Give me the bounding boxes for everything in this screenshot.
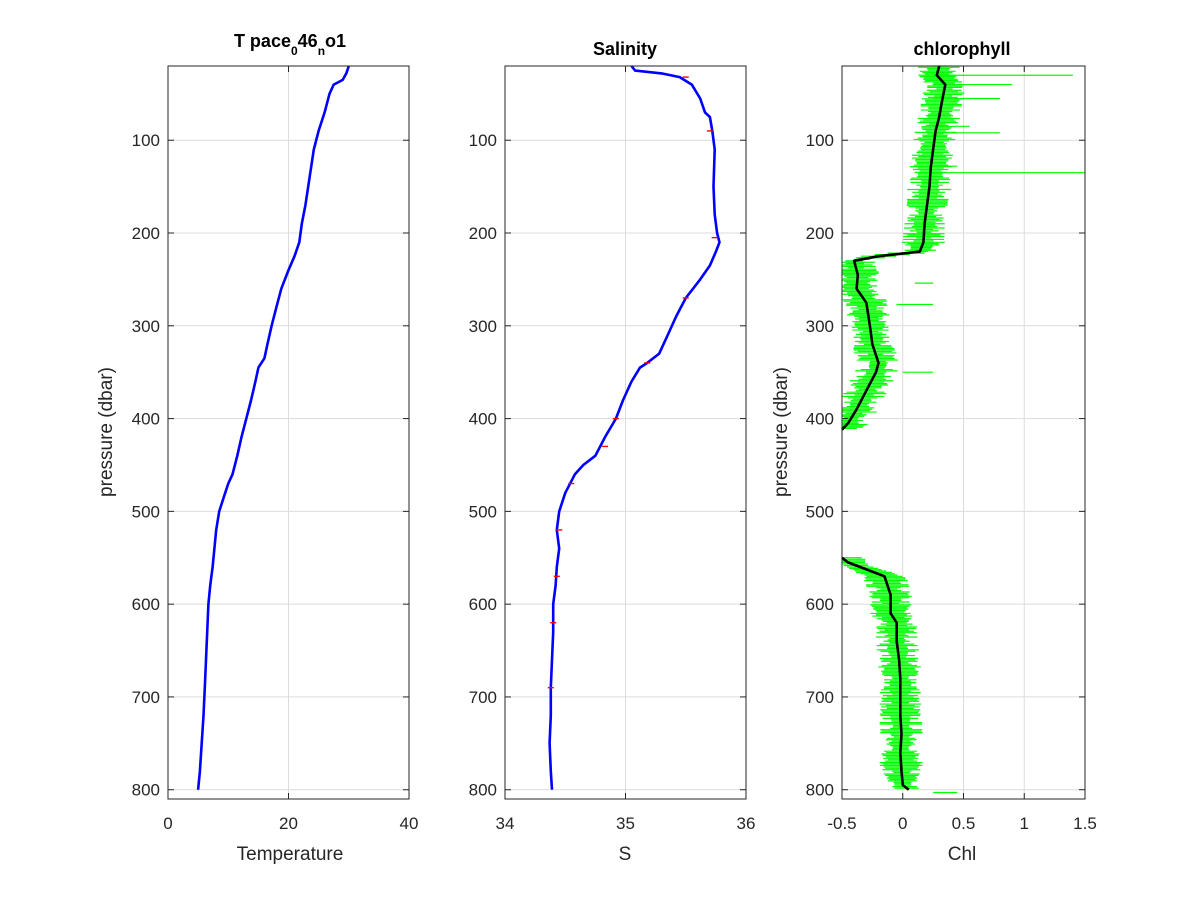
temperature-y-label: pressure (dbar) [96,367,117,497]
temperature-ytick-label: 500 [132,502,160,521]
chlorophyll-ytick-label: 100 [806,131,834,150]
temperature-ytick-label: 200 [132,224,160,243]
salinity-ytick-label: 800 [469,781,497,800]
salinity-ytick-label: 600 [469,595,497,614]
chlorophyll-ytick-label: 800 [806,781,834,800]
chlorophyll-panel-title: chlorophyll [913,39,1010,59]
chlorophyll-panel: chlorophyll Chl pressure (dbar) -0.5 0 0.5… [771,39,1097,865]
chlorophyll-xtick-label: 1.5 [1073,814,1097,833]
chlorophyll-y-label: pressure (dbar) [771,367,792,497]
chlorophyll-ytick-label: 700 [806,688,834,707]
temperature-ytick-label: 400 [132,410,160,429]
temperature-ytick-label: 300 [132,317,160,336]
chlorophyll-xtick-label: 0 [898,814,907,833]
salinity-panel-title: Salinity [593,39,657,59]
salinity-ytick-label: 200 [469,224,497,243]
salinity-ytick-label: 300 [469,317,497,336]
chlorophyll-series-line [841,556,910,791]
temperature-xtick-label: 40 [400,814,419,833]
chlorophyll-xtick-label: -0.5 [827,814,856,833]
temperature-panel: T pace046no1 Temperature pressure (dbar)… [96,31,418,865]
chlorophyll-ytick-label: 600 [806,595,834,614]
chlorophyll-ytick-label: 500 [806,502,834,521]
temperature-x-label: Temperature [237,844,344,865]
salinity-xtick-label: 35 [616,814,635,833]
chlorophyll-ytick-label: 200 [806,224,834,243]
temperature-ytick-label: 600 [132,595,160,614]
salinity-ytick-label: 400 [469,410,497,429]
salinity-ytick-label: 500 [469,502,497,521]
salinity-ytick-label: 700 [469,688,497,707]
chlorophyll-ytick-label: 300 [806,317,834,336]
chlorophyll-x-label: Chl [948,844,977,865]
temperature-ytick-label: 100 [132,131,160,150]
salinity-panel: Salinity S 34 35 36 100 200 300 400 500 600 700 80… [469,39,756,865]
temperature-series-line [196,65,351,790]
temperature-xtick-label: 0 [163,814,172,833]
salinity-ytick-label: 100 [469,131,497,150]
salinity-xtick-label: 34 [496,814,515,833]
temperature-xtick-label: 20 [279,814,298,833]
temperature-panel-title: T pace046no1 [234,31,346,58]
chlorophyll-xtick-label: 1 [1020,814,1029,833]
salinity-xtick-label: 36 [737,814,756,833]
salinity-series-line [548,65,721,790]
chlorophyll-ytick-label: 400 [806,410,834,429]
salinity-x-label: S [619,844,632,865]
chlorophyll-series-line [841,65,947,431]
temperature-ytick-label: 700 [132,688,160,707]
temperature-ytick-label: 800 [132,781,160,800]
chlorophyll-xtick-label: 0.5 [952,814,976,833]
